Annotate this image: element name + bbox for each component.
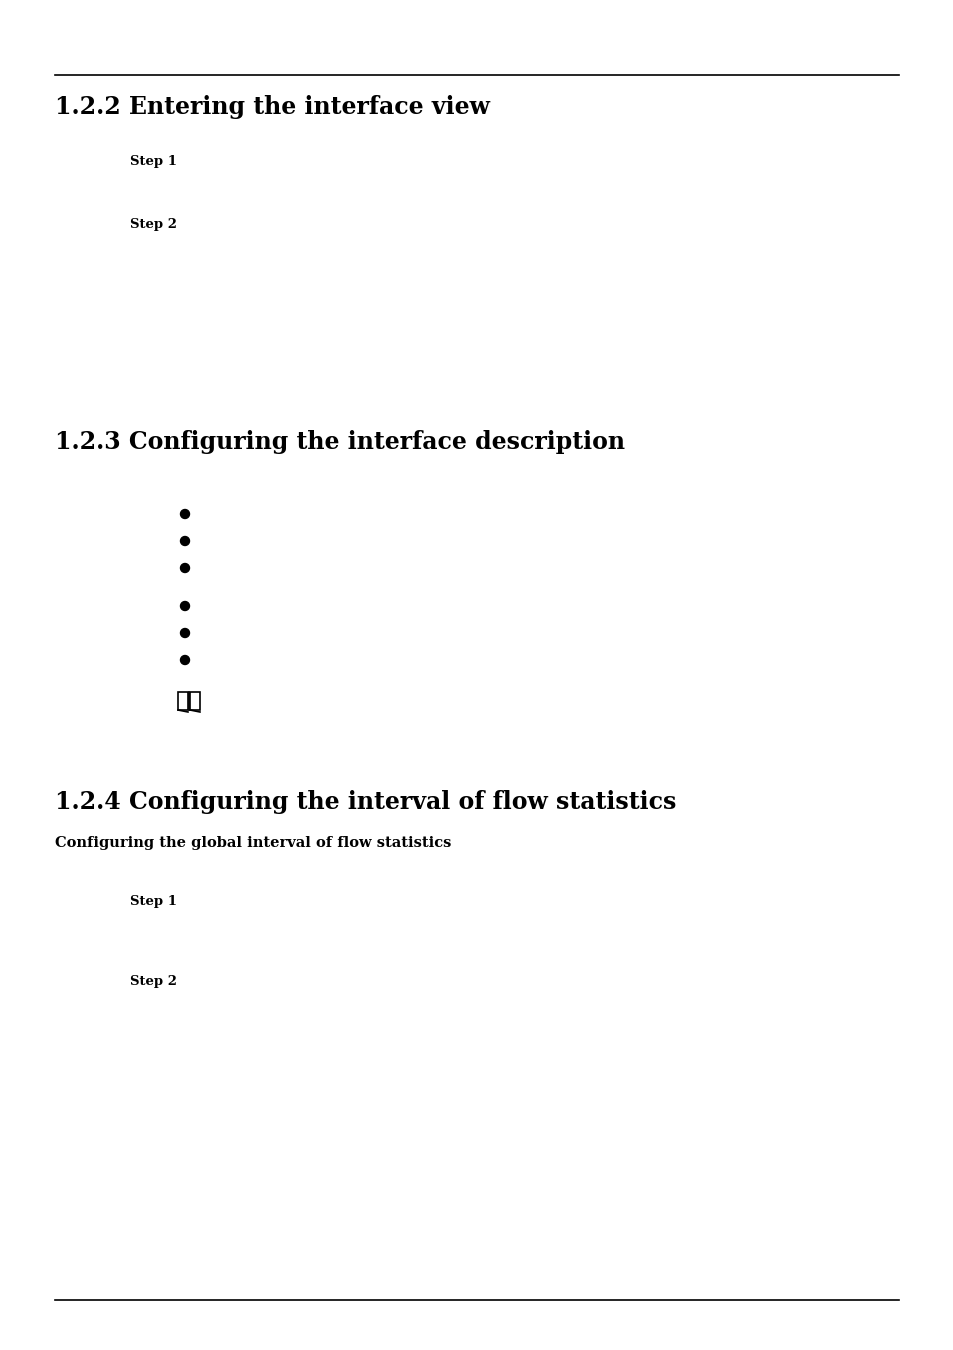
Circle shape [180, 629, 190, 637]
Text: Step 2: Step 2 [130, 975, 177, 988]
Text: Step 2: Step 2 [130, 217, 177, 231]
Text: 1.2.3 Configuring the interface description: 1.2.3 Configuring the interface descript… [55, 431, 624, 454]
Circle shape [180, 536, 190, 545]
Text: Configuring the global interval of flow statistics: Configuring the global interval of flow … [55, 836, 451, 850]
Circle shape [180, 509, 190, 518]
Circle shape [180, 656, 190, 664]
Circle shape [180, 602, 190, 610]
FancyBboxPatch shape [190, 693, 200, 710]
Text: Step 1: Step 1 [130, 895, 177, 909]
Text: 1.2.4 Configuring the interval of flow statistics: 1.2.4 Configuring the interval of flow s… [55, 790, 676, 814]
Text: Step 1: Step 1 [130, 155, 177, 167]
Circle shape [180, 563, 190, 572]
Text: 1.2.2 Entering the interface view: 1.2.2 Entering the interface view [55, 95, 489, 119]
FancyBboxPatch shape [178, 693, 188, 710]
